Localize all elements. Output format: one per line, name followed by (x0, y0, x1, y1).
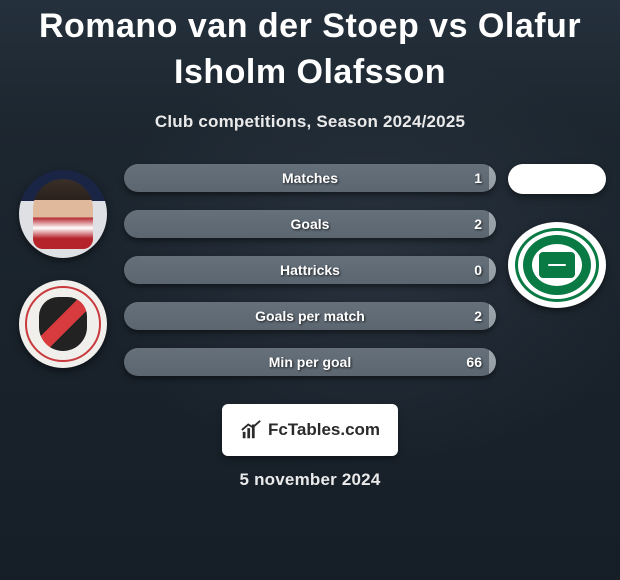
bar-label: Matches (282, 170, 338, 186)
stat-bar: Hattricks 0 (124, 256, 496, 284)
stat-bar: Goals 2 (124, 210, 496, 238)
content-root: Romano van der Stoep vs Olafur Isholm Ol… (0, 0, 620, 490)
club-b-logo-art (539, 252, 575, 278)
bar-segment-b (489, 164, 496, 192)
page-title: Romano van der Stoep vs Olafur Isholm Ol… (0, 0, 620, 96)
player-b-avatar (508, 164, 606, 194)
bar-label: Hattricks (280, 262, 340, 278)
bar-segment-b (489, 302, 496, 330)
footer-brand-badge: FcTables.com (222, 404, 398, 456)
subtitle: Club competitions, Season 2024/2025 (0, 112, 620, 132)
bar-value-right: 2 (474, 216, 482, 232)
player-a-avatar (19, 170, 107, 258)
bar-value-right: 1 (474, 170, 482, 186)
bar-label: Min per goal (269, 354, 351, 370)
bar-segment-b (489, 210, 496, 238)
stat-bar: Goals per match 2 (124, 302, 496, 330)
stat-bar: Matches 1 (124, 164, 496, 192)
club-a-logo (19, 280, 107, 368)
chart-icon (240, 419, 262, 441)
main-row: Matches 1 Goals 2 Hattricks 0 Goals per match 2… (0, 164, 620, 394)
bar-value-right: 2 (474, 308, 482, 324)
left-avatars (8, 164, 118, 368)
bar-label: Goals per match (255, 308, 365, 324)
footer-brand-text: FcTables.com (268, 420, 380, 440)
right-avatars (502, 164, 612, 308)
player-a-avatar-art (33, 179, 93, 249)
stat-bar: Min per goal 66 (124, 348, 496, 376)
bar-value-right: 0 (474, 262, 482, 278)
club-a-logo-art (39, 297, 87, 351)
date-text: 5 november 2024 (0, 470, 620, 490)
bar-label: Goals (291, 216, 330, 232)
club-b-logo (508, 222, 606, 308)
bar-value-right: 66 (466, 354, 482, 370)
bar-segment-b (489, 348, 496, 376)
bar-segment-b (489, 256, 496, 284)
stat-bars: Matches 1 Goals 2 Hattricks 0 Goals per match 2… (118, 164, 502, 394)
